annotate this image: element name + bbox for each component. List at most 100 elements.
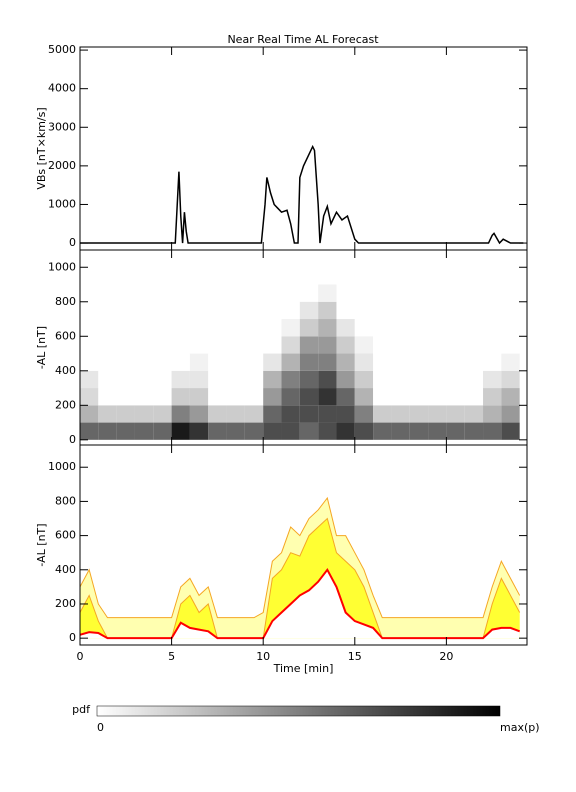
heat-cell [80,422,99,440]
heat-cell [428,353,447,371]
heat-cell [98,301,117,320]
heat-cell [244,388,264,406]
heat-cell [428,336,447,354]
heat-cell [299,422,319,440]
heat-cell [336,301,355,320]
x-tick-label: 15 [348,650,362,663]
heat-cell [409,284,429,302]
heat-cell [263,422,282,440]
heat-cell [281,370,300,389]
heat-cell [483,422,502,440]
y-axis-label: -AL [nT] [35,326,48,369]
y-tick-label: 400 [55,364,76,377]
x-tick-label: 10 [256,650,270,663]
heat-cell [98,284,117,302]
heat-cell [226,301,245,320]
heat-cell [80,301,99,320]
y-tick-label: 400 [55,563,76,576]
heat-cell [428,284,447,302]
heat-cell [153,405,172,423]
heat-cell [244,353,264,371]
heat-cell [116,284,135,302]
heat-cell [299,405,319,423]
y-tick-label: 3000 [48,120,76,133]
heat-cell [318,405,337,423]
heat-cell [208,353,227,371]
x-tick-label: 5 [168,650,175,663]
heat-cell [483,301,502,320]
heat-cell [80,284,99,302]
heat-cell [446,336,465,354]
heat-cell [226,336,245,354]
heat-cell [116,370,135,389]
heat-cell [299,388,319,406]
x-tick-label: 0 [77,650,84,663]
heat-cell [134,353,154,371]
heat-cell [80,405,99,423]
heat-cell [391,370,410,389]
heat-cell [208,301,227,320]
heat-cell [391,319,410,337]
panel-frame [79,444,528,646]
heat-cell [391,405,410,423]
heat-cell [373,370,392,389]
colorbar-label: pdf [72,703,91,716]
heat-cell [171,301,190,320]
panel-frame [79,46,528,251]
heat-cell [373,405,392,423]
heat-cell [116,405,135,423]
heat-cell [116,319,135,337]
heat-cell [189,370,209,389]
heat-cell [153,301,172,320]
heat-cell [409,319,429,337]
heat-cell [336,422,355,440]
heat-cell [373,353,392,371]
heat-cell [116,336,135,354]
plot-area [80,144,524,245]
heat-cell [483,370,502,389]
heat-cell [226,422,245,440]
heat-cell [483,284,502,302]
heat-cell [428,388,447,406]
heat-cell [171,388,190,406]
heat-cell [263,388,282,406]
heat-cell [391,301,410,320]
heat-cell [501,301,520,320]
heat-cell [98,319,117,337]
heat-cell [428,301,447,320]
y-axis-label: -AL [nT] [35,523,48,566]
heat-cell [189,388,209,406]
heat-cell [171,284,190,302]
heat-cell [98,353,117,371]
heat-cell [409,388,429,406]
heat-cell [354,405,374,423]
heat-cell [464,353,484,371]
heat-cell [226,319,245,337]
heat-cell [153,422,172,440]
heat-cell [336,353,355,371]
heat-cell [281,405,300,423]
heat-cell [281,422,300,440]
heat-cell [428,370,447,389]
heat-cell [244,405,264,423]
y-tick-label: 1000 [48,460,76,473]
heat-cell [98,336,117,354]
heat-cell [446,422,465,440]
heat-cell [171,370,190,389]
heat-cell [263,319,282,337]
heat-cell [116,388,135,406]
colorbar-tick-label: max(p) [500,721,540,734]
y-tick-label: 600 [55,329,76,342]
heat-cell [134,422,154,440]
heat-cell [208,336,227,354]
heat-cell [153,388,172,406]
heat-cell [409,370,429,389]
heat-cell [263,353,282,371]
heat-cell [171,405,190,423]
x-axis-label: Time [min] [273,662,334,675]
heat-cell [446,405,465,423]
heat-cell [391,336,410,354]
heat-cell [446,353,465,371]
heat-cell [189,422,209,440]
